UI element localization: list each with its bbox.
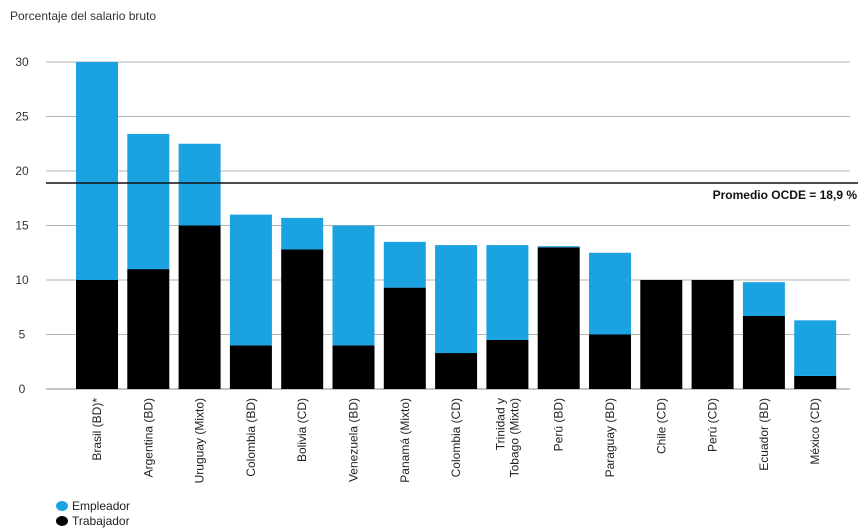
legend: Empleador Trabajador xyxy=(56,498,130,528)
bar-empleador-2 xyxy=(178,143,221,226)
bar-trabajador-0 xyxy=(76,280,118,389)
legend-swatch-empleador xyxy=(56,500,68,511)
x-tick-label-12: Perú (CD) xyxy=(706,398,720,452)
x-tick-label-11: Chile (CD) xyxy=(654,398,668,454)
bar-trabajador-1 xyxy=(127,269,170,389)
x-tick-label-2: Uruguay (Mixto) xyxy=(193,398,207,483)
x-tick-label-14: México (CD) xyxy=(808,398,822,465)
bar-trabajador-4 xyxy=(281,249,324,389)
bar-trabajador-8 xyxy=(486,339,529,389)
bar-trabajador-3 xyxy=(229,345,272,389)
x-tick-label-13: Ecuador (BD) xyxy=(757,398,771,471)
bar-empleador-5 xyxy=(332,225,375,346)
x-tick-label-5: Venezuela (BD) xyxy=(347,398,361,482)
bar-empleador-1 xyxy=(127,133,170,270)
bar-trabajador-10 xyxy=(589,334,631,389)
x-tick-label-7: Colombia (CD) xyxy=(449,398,463,477)
y-tick-label-30: 30 xyxy=(15,55,29,69)
y-tick-label-25: 25 xyxy=(15,110,29,124)
bar-empleador-7 xyxy=(435,245,478,354)
y-tick-label-0: 0 xyxy=(19,382,26,396)
bar-trabajador-9 xyxy=(537,247,580,389)
x-tick-label-8: Trinidad yTobago (Mixto) xyxy=(493,398,521,477)
legend-swatch-trabajador xyxy=(56,515,68,526)
x-tick-label-0: Brasil (BD)* xyxy=(90,398,104,461)
bar-trabajador-14 xyxy=(794,375,837,389)
bar-trabajador-11 xyxy=(640,280,683,389)
bar-trabajador-7 xyxy=(435,353,478,389)
bar-empleador-10 xyxy=(589,252,631,335)
bar-trabajador-13 xyxy=(742,315,785,389)
legend-label-trabajador: Trabajador xyxy=(72,513,130,528)
bar-empleador-4 xyxy=(281,217,324,250)
y-tick-label-10: 10 xyxy=(15,273,29,287)
bar-empleador-9 xyxy=(537,246,580,248)
y-tick-label-5: 5 xyxy=(19,328,26,342)
legend-item-trabajador: Trabajador xyxy=(56,513,130,528)
legend-item-empleador: Empleador xyxy=(56,498,130,513)
bar-empleador-13 xyxy=(742,282,785,316)
bar-empleador-14 xyxy=(794,320,837,376)
bar-trabajador-6 xyxy=(383,287,426,389)
y-axis-title: Porcentaje del salario bruto xyxy=(10,9,157,23)
y-tick-label-15: 15 xyxy=(15,219,29,233)
x-tick-label-10: Paraguay (BD) xyxy=(603,398,617,477)
x-tick-label-4: Bolivia (CD) xyxy=(295,398,309,462)
bar-trabajador-5 xyxy=(332,345,375,389)
x-tick-label-3: Colombia (BD) xyxy=(244,398,258,477)
y-tick-label-20: 20 xyxy=(15,164,29,178)
bar-trabajador-2 xyxy=(178,225,221,389)
legend-label-empleador: Empleador xyxy=(72,498,131,513)
bar-empleador-0 xyxy=(76,62,118,280)
reference-line-label: Promedio OCDE = 18,9 % xyxy=(713,188,858,202)
bar-empleador-3 xyxy=(229,214,272,346)
x-tick-label-6: Panamá (Mixto) xyxy=(398,398,412,483)
bar-trabajador-12 xyxy=(691,280,734,389)
x-tick-label-1: Argentina (BD) xyxy=(141,398,155,477)
bar-empleador-6 xyxy=(383,241,426,288)
x-tick-label-9: Perú (BD) xyxy=(552,398,566,451)
bar-empleador-8 xyxy=(486,245,529,340)
